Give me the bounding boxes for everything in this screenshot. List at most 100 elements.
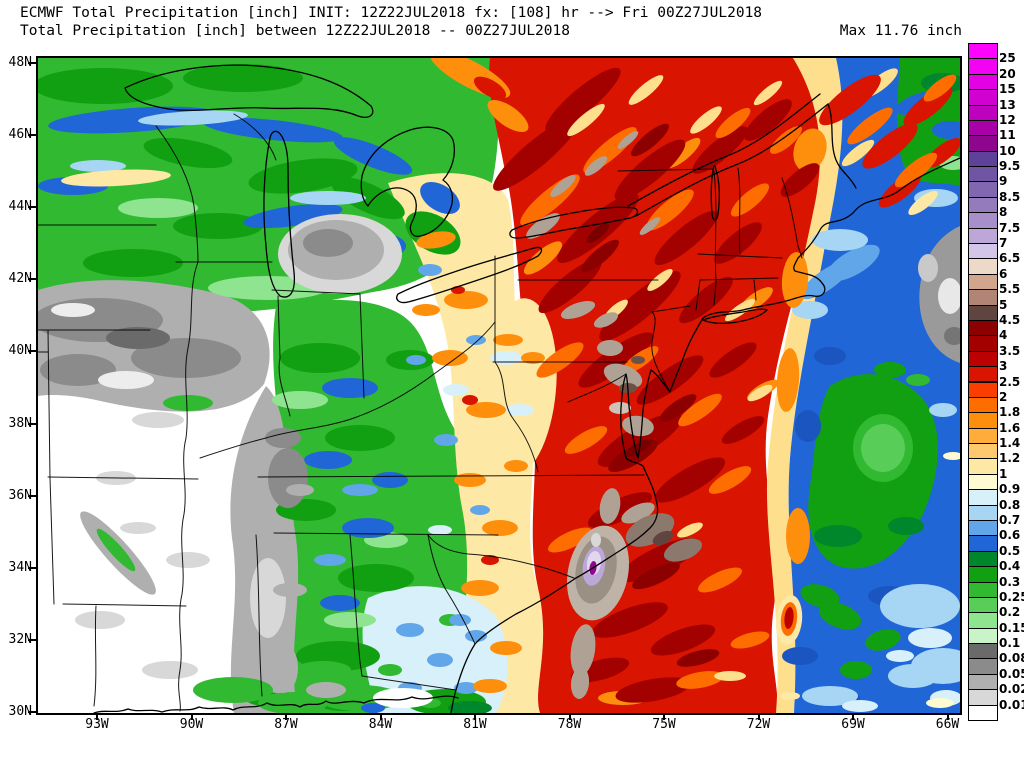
- legend-color-cell: [968, 566, 998, 583]
- legend-color-cell: [968, 89, 998, 106]
- chart-title-line1: ECMWF Total Precipitation [inch] INIT: 1…: [20, 5, 763, 21]
- legend-color-cell: [968, 135, 998, 152]
- legend-color-cell: [968, 273, 998, 291]
- legend-value-label: 6.5: [999, 251, 1021, 266]
- legend-color-cell: [968, 612, 998, 629]
- lon-tick-mark: [285, 714, 287, 720]
- legend-value-label: 0.08: [999, 651, 1024, 666]
- lon-tick-label: 90W: [179, 717, 204, 732]
- lon-tick-label: 81W: [463, 717, 487, 732]
- legend-value-label: 1.2: [999, 451, 1021, 466]
- legend-color-cell: [968, 581, 998, 598]
- lon-tick-label: 72W: [746, 717, 771, 732]
- legend-color-cell: [968, 689, 998, 706]
- legend-value-label: 9.5: [999, 159, 1021, 174]
- legend-color-cell: [968, 550, 998, 568]
- legend-value-label: 10: [999, 143, 1016, 158]
- legend-value-label: 11: [999, 128, 1016, 143]
- legend-color-cell: [968, 658, 998, 675]
- legend-color-cell: [968, 73, 998, 91]
- legend-value-label: 1.4: [999, 436, 1021, 451]
- lat-tick-mark: [28, 566, 36, 569]
- legend-value-label: 0.02: [999, 682, 1024, 697]
- legend-color-cell: [968, 366, 998, 383]
- legend-color-cell: [968, 104, 998, 121]
- legend-value-label: 1: [999, 466, 1008, 481]
- lat-tick-mark: [28, 494, 36, 497]
- legend-color-cell: [968, 504, 998, 521]
- legend-color-cell: [968, 473, 998, 491]
- legend-value-label: 0.6: [999, 528, 1021, 543]
- lat-tick-label: 46N: [8, 127, 32, 143]
- lat-tick-label: 42N: [8, 271, 32, 287]
- lon-tick-label: 75W: [652, 717, 676, 732]
- legend-color-cell: [968, 519, 998, 537]
- legend-value-label: 1.6: [999, 420, 1021, 435]
- legend-color-cell: [968, 673, 998, 691]
- legend-value-label: 7: [999, 236, 1008, 251]
- legend-value-label: 0.15: [999, 620, 1024, 635]
- lon-tick-mark: [568, 714, 571, 720]
- lat-tick-label: 40N: [8, 343, 32, 359]
- lat-tick-label: 36N: [8, 487, 32, 503]
- lat-tick-label: 32N: [8, 631, 32, 647]
- legend-value-label: 0.9: [999, 482, 1021, 497]
- lon-tick-label: 84W: [368, 717, 393, 732]
- legend-color-cell: [968, 396, 998, 414]
- lat-tick-label: 48N: [8, 55, 32, 70]
- legend-color-cell: [968, 458, 998, 475]
- legend-value-label: 20: [999, 66, 1016, 81]
- lat-tick-label: 44N: [8, 199, 32, 215]
- legend-color-cell: [968, 119, 998, 137]
- legend-value-label: 0.2: [999, 605, 1021, 620]
- legend-color-cell: [968, 627, 998, 645]
- legend-color-cell: [968, 289, 998, 306]
- legend-value-label: 0.7: [999, 512, 1021, 527]
- legend-value-label: 8.5: [999, 189, 1021, 204]
- legend-value-label: 4: [999, 328, 1008, 343]
- legend-value-label: 5.5: [999, 282, 1021, 297]
- legend-value-label: 3: [999, 359, 1008, 374]
- lat-tick-mark: [28, 350, 36, 353]
- legend-color-cell: [968, 412, 998, 429]
- lat-tick-label: 34N: [8, 559, 32, 575]
- lon-tick-label: 69W: [841, 717, 865, 732]
- legend-value-label: 0.3: [999, 574, 1021, 589]
- lat-tick-mark: [28, 62, 36, 64]
- legend-value-label: 2.5: [999, 374, 1021, 389]
- lat-tick-mark: [28, 422, 36, 425]
- lon-tick-mark: [96, 714, 98, 720]
- legend-value-label: 0.4: [999, 559, 1021, 574]
- legend-color-cell: [968, 43, 998, 60]
- legend-color-cell: [968, 643, 998, 660]
- legend-value-label: 6: [999, 266, 1008, 281]
- legend-value-label: 2: [999, 389, 1008, 404]
- lat-tick-mark: [28, 206, 36, 209]
- lon-tick-mark: [190, 714, 193, 720]
- legend-color-cell: [968, 704, 998, 721]
- lon-tick-mark: [474, 714, 476, 720]
- legend-color-cell: [968, 427, 998, 445]
- precipitation-map: [36, 56, 962, 715]
- lon-tick-mark: [663, 714, 665, 720]
- lon-tick-mark: [852, 714, 854, 720]
- chart-title-line2: Total Precipitation [inch] between 12Z22…: [20, 23, 570, 39]
- lat-tick-label: 38N: [8, 415, 32, 431]
- legend-value-label: 0.1: [999, 636, 1021, 651]
- lat-tick-mark: [28, 134, 36, 137]
- max-value-label: Max 11.76 inch: [839, 23, 962, 39]
- precip-field-svg: [38, 58, 960, 713]
- legend-color-cell: [968, 535, 998, 552]
- legend-color-cell: [968, 258, 998, 275]
- legend-color-cell: [968, 150, 998, 168]
- lon-tick-label: 78W: [557, 717, 582, 732]
- legend-value-label: 12: [999, 112, 1016, 127]
- lat-tick-label: 30N: [8, 703, 32, 719]
- legend-value-label: 3.5: [999, 343, 1021, 358]
- legend-color-cell: [968, 489, 998, 506]
- lon-tick-label: 87W: [274, 717, 298, 732]
- legend-value-label: 0.5: [999, 543, 1021, 558]
- legend-value-label: 13: [999, 97, 1016, 112]
- legend-color-cell: [968, 443, 998, 460]
